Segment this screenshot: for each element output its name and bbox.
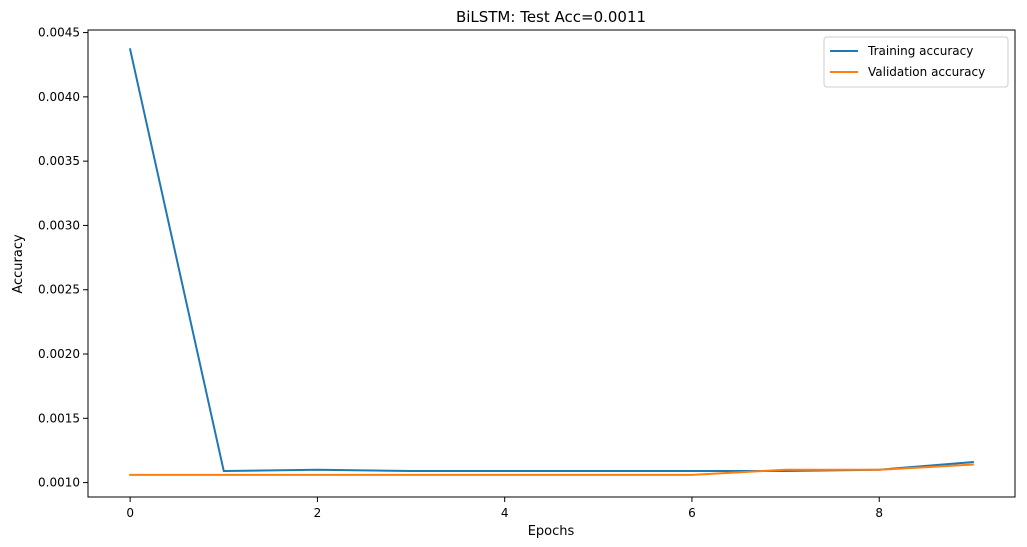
y-tick-label: 0.0025	[38, 283, 80, 297]
legend-box	[823, 36, 1009, 88]
series-line-1	[129, 463, 974, 476]
x-tick-label: 2	[314, 506, 322, 520]
chart-title: BiLSTM: Test Acc=0.0011	[456, 8, 646, 26]
y-tick-label: 0.0040	[38, 90, 80, 104]
legend-label: Validation accuracy	[868, 65, 985, 79]
y-tick-label: 0.0035	[38, 154, 80, 168]
series-line-0	[128, 48, 974, 473]
plot-area: 0 2 4 6 8 0.0010 0.0015 0.0020 0.0025 0.0030 0.003…	[38, 26, 1016, 520]
y-tick-label: 0.0030	[38, 218, 80, 232]
y-axis-label: Accuracy	[11, 234, 26, 294]
legend: Training accuracy Validation accuracy	[823, 36, 1009, 88]
plot-frame	[87, 29, 1016, 498]
x-axis-label: Epochs	[528, 524, 575, 539]
y-tick-label: 0.0020	[38, 347, 80, 361]
x-tick-label: 0	[126, 506, 134, 520]
y-tick-label: 0.0015	[38, 411, 80, 425]
y-tick-label: 0.0010	[38, 476, 80, 490]
x-tick-label: 8	[875, 506, 883, 520]
x-tick-label: 6	[688, 506, 696, 520]
x-tick-label: 4	[501, 506, 509, 520]
y-tick-label: 0.0045	[38, 26, 80, 40]
legend-label: Training accuracy	[867, 44, 973, 58]
